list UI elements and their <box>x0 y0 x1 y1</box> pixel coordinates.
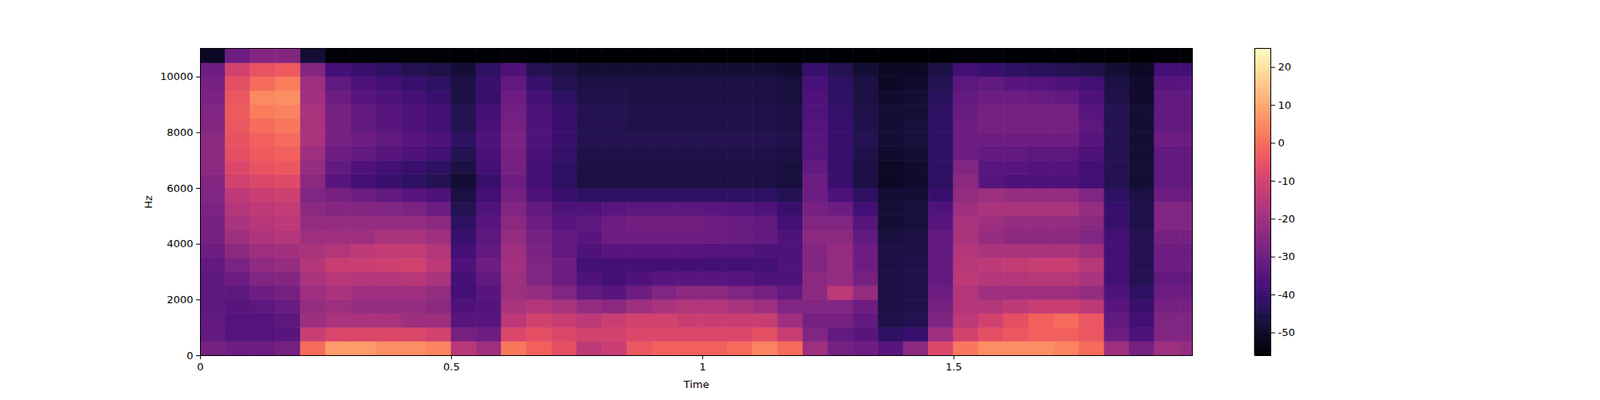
svg-text:0: 0 <box>186 349 193 362</box>
svg-text:-30: -30 <box>1278 250 1296 263</box>
svg-text:-20: -20 <box>1278 212 1296 225</box>
svg-text:Hz: Hz <box>142 195 155 209</box>
svg-text:4000: 4000 <box>166 237 193 250</box>
svg-text:10000: 10000 <box>160 70 193 83</box>
svg-text:2000: 2000 <box>166 293 193 306</box>
svg-text:6000: 6000 <box>166 182 193 195</box>
svg-text:0.5: 0.5 <box>443 360 460 373</box>
svg-text:-10: -10 <box>1278 175 1296 188</box>
svg-text:-40: -40 <box>1278 288 1296 301</box>
svg-text:Time: Time <box>683 378 710 391</box>
svg-text:1: 1 <box>699 360 706 373</box>
svg-text:10: 10 <box>1278 99 1292 112</box>
svg-text:1.5: 1.5 <box>945 360 963 373</box>
svg-text:0: 0 <box>196 360 204 373</box>
svg-text:-50: -50 <box>1278 326 1296 339</box>
svg-text:8000: 8000 <box>166 126 193 139</box>
svg-text:0: 0 <box>1278 136 1285 149</box>
svg-text:20: 20 <box>1278 60 1292 73</box>
